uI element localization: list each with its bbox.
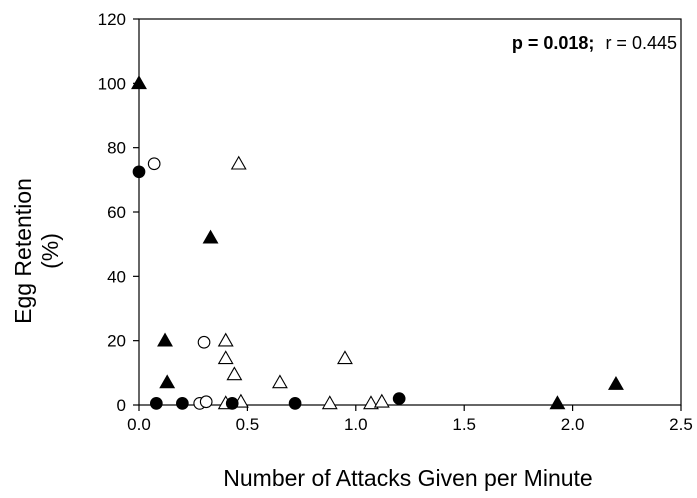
p-value: p = 0.018;: [512, 33, 595, 53]
open-circle-point: [197, 335, 211, 349]
y-tick-label: 20: [107, 332, 126, 351]
filled-triangle-point: [157, 332, 173, 347]
filled-triangle-point: [159, 374, 176, 389]
open-triangle-point: [363, 395, 379, 410]
y-tick-label: 100: [98, 74, 126, 93]
data-points: [131, 75, 624, 410]
open-triangle-point: [271, 374, 288, 389]
y-tick-label: 60: [107, 203, 126, 222]
y-tick-label: 80: [107, 139, 126, 158]
filled-circle-point: [288, 397, 302, 410]
filled-triangle-point: [131, 75, 147, 90]
axes: [138, 18, 682, 406]
open-triangle-point: [230, 155, 247, 170]
open-triangle-point: [321, 395, 338, 410]
y-axis-label-line-2: (%): [37, 233, 63, 269]
filled-circle-point: [392, 392, 406, 405]
stats-annotation: p = 0.018; r = 0.445: [512, 33, 677, 53]
y-tick-label: 0: [117, 396, 126, 415]
filled-circle-point: [225, 397, 239, 410]
open-triangle-point: [226, 366, 243, 381]
r-value: r = 0.445: [605, 33, 677, 53]
x-axis-ticks: 0.0 0.5 1.0 1.5 2.0 2.5: [127, 405, 693, 434]
open-triangle-point: [373, 393, 390, 408]
x-axis-label: Number of Attacks Given per Minute: [223, 465, 592, 491]
x-tick-label: 2.0: [561, 415, 585, 434]
y-axis-label-line-1: Egg Retention: [10, 178, 36, 324]
plot-frame: [138, 18, 682, 406]
open-triangle-point: [217, 350, 234, 365]
open-triangle-point: [337, 350, 353, 365]
y-tick-label: 120: [98, 10, 126, 29]
x-tick-label: 2.5: [669, 415, 693, 434]
filled-triangle-point: [608, 375, 624, 390]
x-tick-label: 1.5: [452, 415, 476, 434]
open-triangle-point: [217, 332, 234, 347]
open-circle-point: [147, 157, 161, 171]
x-tick-label: 0.5: [236, 415, 260, 434]
x-tick-label: 0.0: [127, 415, 151, 434]
filled-triangle-point: [549, 395, 566, 410]
y-tick-label: 40: [107, 267, 126, 286]
x-tick-label: 1.0: [344, 415, 368, 434]
filled-triangle-point: [202, 229, 219, 244]
filled-circle-point: [176, 397, 189, 410]
open-circle-point: [199, 395, 213, 409]
filled-circle-point: [149, 397, 163, 410]
svg-text:p = 0.018; r = 0.445: p = 0.018; r = 0.445: [512, 33, 677, 53]
filled-circle-point: [132, 165, 146, 179]
y-axis-ticks: 0 20 40 60 80 100 120: [98, 10, 139, 415]
